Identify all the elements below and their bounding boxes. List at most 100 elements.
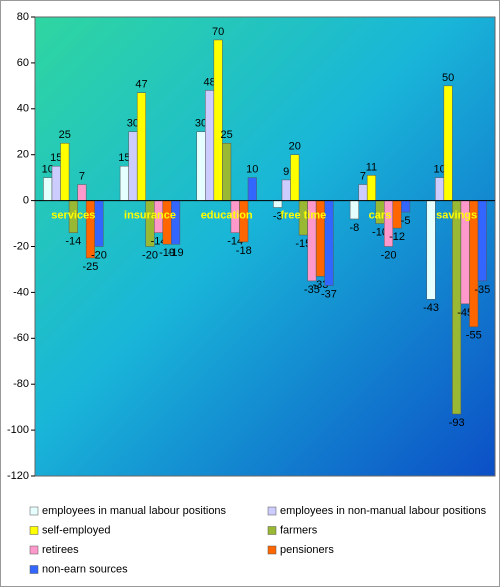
legend-swatch [29,506,39,516]
value-label: -45 [457,307,473,319]
category-label: insurance [124,210,176,222]
value-label: -15 [295,238,311,250]
bar [366,175,376,201]
bar [119,165,129,201]
legend-label: farmers [280,524,318,536]
value-label: 10 [433,164,445,176]
y-tick-label: 80 [17,11,29,23]
value-label: -20 [142,249,158,261]
value-label: -8 [349,222,359,234]
value-label: -35 [474,284,490,296]
category-label: education [201,210,253,222]
bar [247,177,257,201]
y-tick-label: -80 [13,378,29,390]
y-tick-label: 0 [23,195,29,207]
value-label: 9 [283,166,289,178]
bar [349,200,359,220]
value-label: -93 [449,417,465,429]
bar [136,92,146,201]
category-label: cars [369,210,392,222]
bar [171,200,181,245]
value-label: -3 [273,210,283,222]
y-tick-label: -20 [13,240,29,252]
category-label: savings [436,210,477,222]
bar [162,200,172,245]
value-label: -20 [91,249,107,261]
legend-swatch [267,506,277,516]
bar [94,200,104,247]
value-label: 11 [366,161,377,173]
bar [205,90,215,201]
y-tick-label: -100 [7,424,29,436]
y-tick-label: -60 [13,332,29,344]
value-label: 20 [289,141,301,153]
legend-label: employees in non-manual labour positions [280,505,487,517]
bar [128,131,138,201]
legend-label: employees in manual labour positions [42,505,227,517]
bar [273,200,283,208]
value-label: -10 [372,226,388,238]
y-tick-label: 60 [17,57,29,69]
y-tick-label: -40 [13,286,29,298]
value-label: -25 [82,261,98,273]
legend-swatch [267,526,277,535]
value-label: 7 [360,170,366,182]
bar [401,200,411,213]
value-label: -35 [304,284,320,296]
category-label: free time [280,210,326,222]
value-label: -19 [159,247,175,259]
category-label: services [51,210,95,222]
value-label: 25 [221,129,233,141]
bar [358,184,368,201]
value-label: 25 [59,129,71,141]
legend-label: pensioners [280,544,334,556]
value-label: -18 [236,245,252,257]
value-label: -20 [381,249,397,261]
bar [281,179,291,201]
value-label: 70 [212,26,224,38]
legend-label: self-employed [42,524,110,536]
value-label: 10 [246,164,258,176]
legend-swatch [29,526,39,535]
bar [77,184,87,201]
legend-swatch [29,565,39,574]
bar [443,85,453,201]
value-label: 15 [50,152,62,164]
bar [426,200,436,300]
value-label: 50 [442,72,454,84]
legend-swatch [267,545,277,555]
value-label: -14 [227,236,243,248]
y-tick-label: 20 [17,149,29,161]
value-label: 48 [203,76,215,88]
value-label: 10 [42,164,54,176]
value-label: 30 [127,118,139,130]
bar [196,131,206,201]
value-label: 30 [195,118,207,130]
legend-swatch [29,545,39,555]
bar [51,165,61,201]
bar [477,200,487,282]
value-label: -12 [389,231,405,243]
bar [222,142,232,201]
y-tick-label: 40 [17,103,29,115]
value-label: -14 [65,236,81,248]
y-tick-label: -120 [7,470,29,482]
bar [60,142,70,201]
value-label: -19 [168,247,184,259]
value-label: -5 [401,215,411,227]
bar [290,154,300,201]
plot-area [34,16,496,477]
value-label: 7 [79,170,85,182]
value-label: -33 [312,279,328,291]
value-label: 15 [118,152,130,164]
value-label: -43 [423,302,439,314]
bar [213,39,223,201]
value-label: 47 [135,79,147,91]
value-label: -55 [466,330,482,342]
legend-label: non-earn sources [42,563,128,575]
legend-label: retirees [42,544,79,556]
bar [435,177,445,201]
value-label: -14 [151,236,167,248]
bar [43,177,53,201]
